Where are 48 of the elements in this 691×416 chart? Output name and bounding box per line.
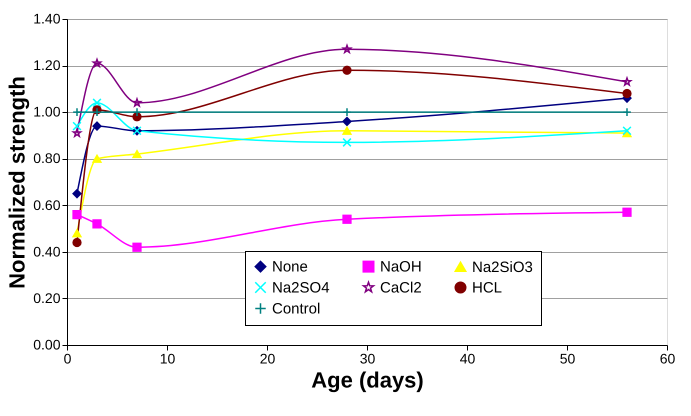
point	[622, 88, 632, 98]
x-tick-label: 10	[160, 350, 176, 366]
point	[132, 112, 142, 122]
legend-label: None	[272, 258, 308, 276]
point	[132, 242, 142, 252]
x-tick-label: 30	[360, 350, 376, 366]
y-tick-label: 0.60	[33, 196, 61, 213]
point	[342, 138, 352, 148]
legend-label: CaCl2	[380, 280, 422, 296]
y-tick-label: 0.80	[33, 150, 61, 166]
x-tick-label: 20	[260, 350, 276, 366]
legend-label: NaOH	[380, 258, 422, 276]
legend-label: Na2SO4	[272, 280, 330, 296]
point	[342, 108, 352, 117]
legend-label: Na2SiO3	[472, 258, 533, 276]
point	[92, 121, 102, 131]
y-tick-label: 0.20	[33, 290, 61, 306]
point	[72, 238, 82, 248]
x-tick-label: 0	[64, 350, 72, 366]
point	[72, 121, 82, 131]
y-tick-label: 1.00	[33, 104, 61, 120]
point	[622, 208, 632, 217]
point	[92, 98, 102, 108]
point	[342, 126, 352, 135]
point	[132, 150, 142, 158]
point	[92, 154, 102, 163]
y-axis-title: Normalized strength	[4, 76, 30, 289]
point	[72, 108, 82, 117]
legend-label: HCL	[472, 280, 502, 296]
point	[92, 219, 102, 229]
point	[342, 214, 352, 224]
x-tick-label: 60	[660, 350, 676, 366]
point	[342, 66, 352, 75]
x-axis-title: Age (days)	[311, 368, 424, 392]
y-tick-label: 1.40	[33, 10, 61, 26]
y-tick-label: 1.20	[33, 57, 61, 74]
x-tick-label: 40	[460, 350, 476, 366]
point	[72, 229, 82, 238]
point	[342, 116, 352, 126]
point	[72, 210, 82, 220]
point	[622, 108, 632, 117]
point	[92, 108, 102, 117]
point	[72, 189, 82, 198]
point	[132, 108, 142, 117]
legend-label: Control	[272, 300, 320, 318]
y-tick-label: 0.00	[33, 336, 61, 352]
y-tick-label: 0.40	[33, 243, 61, 260]
x-tick-label: 50	[560, 350, 576, 366]
